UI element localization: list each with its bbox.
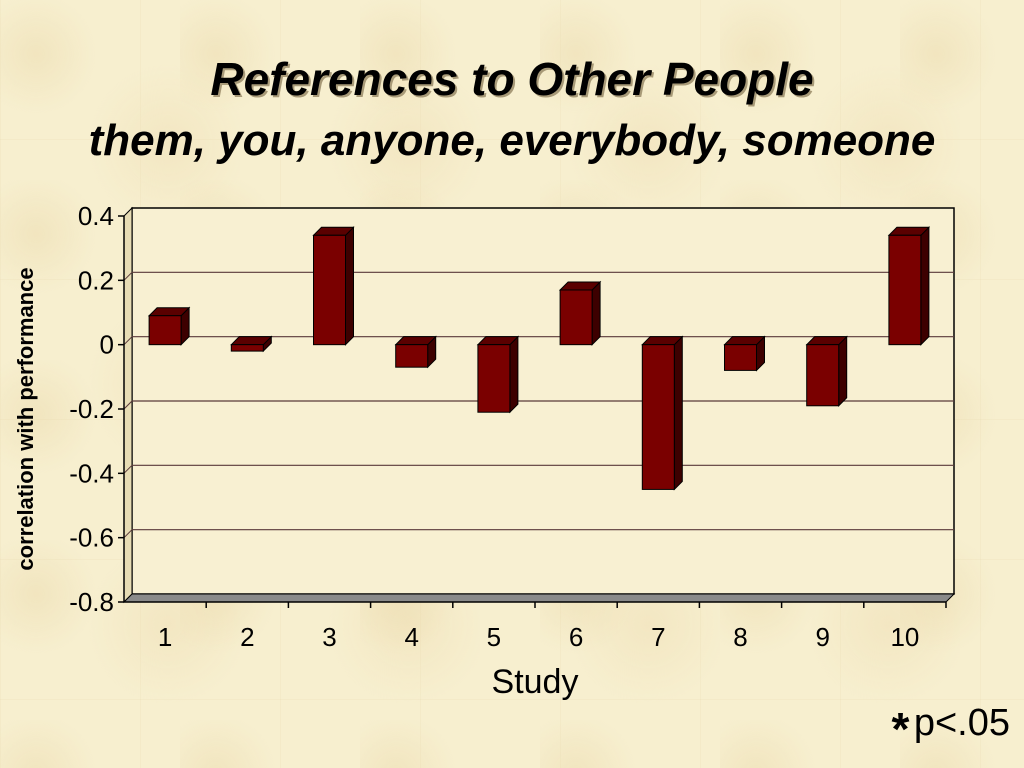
y-tick-label: -0.6 bbox=[69, 523, 114, 553]
bar-side bbox=[345, 226, 354, 346]
bar-side bbox=[591, 280, 601, 346]
bar-side bbox=[920, 226, 930, 346]
chart-subtitle: them, you, anyone, everybody, someone bbox=[88, 116, 936, 165]
bar bbox=[806, 344, 840, 407]
y-tick-label: 0.2 bbox=[78, 265, 114, 295]
x-tick-label: 6 bbox=[569, 622, 583, 652]
gridline-side bbox=[123, 271, 133, 281]
y-tick-label: -0.8 bbox=[69, 587, 114, 617]
x-tick-label: 2 bbox=[240, 622, 254, 652]
significance-text: p<.05 bbox=[913, 702, 1010, 744]
bar-side bbox=[838, 335, 848, 407]
x-tick-label: 10 bbox=[890, 622, 919, 652]
x-tick-label: 4 bbox=[404, 622, 418, 652]
bar-side bbox=[673, 335, 683, 491]
significance-symbol: * bbox=[891, 703, 910, 755]
bar bbox=[313, 234, 346, 346]
y-tick-label: 0 bbox=[100, 330, 114, 360]
bar bbox=[641, 344, 675, 490]
gridline-side bbox=[123, 464, 133, 474]
bar bbox=[888, 234, 922, 346]
bar bbox=[395, 344, 429, 368]
bar bbox=[724, 344, 757, 371]
gridline-side bbox=[123, 336, 133, 346]
bar bbox=[559, 289, 593, 346]
x-axis-title: Study bbox=[492, 663, 579, 701]
bar bbox=[230, 344, 264, 352]
y-tick-label: -0.2 bbox=[69, 394, 114, 424]
x-tick-label: 8 bbox=[733, 622, 747, 652]
y-tick-label: 0.4 bbox=[78, 201, 114, 231]
plot-floor bbox=[122, 593, 956, 603]
significance-note: * p<.05 bbox=[891, 702, 1010, 756]
x-tick-label: 1 bbox=[158, 622, 172, 652]
chart-title: References to Other People bbox=[210, 53, 814, 105]
gridline-side bbox=[123, 529, 133, 539]
gridline-side bbox=[123, 400, 133, 410]
bar bbox=[148, 315, 182, 346]
bar-side bbox=[509, 335, 519, 414]
y-tick-label: -0.4 bbox=[69, 458, 114, 488]
x-tick-label: 9 bbox=[815, 622, 829, 652]
x-tick-label: 5 bbox=[487, 622, 501, 652]
x-tick-label: 7 bbox=[651, 622, 665, 652]
y-axis-title: correlation with performance bbox=[13, 267, 38, 570]
bar bbox=[477, 344, 511, 413]
x-tick-label: 3 bbox=[322, 622, 336, 652]
